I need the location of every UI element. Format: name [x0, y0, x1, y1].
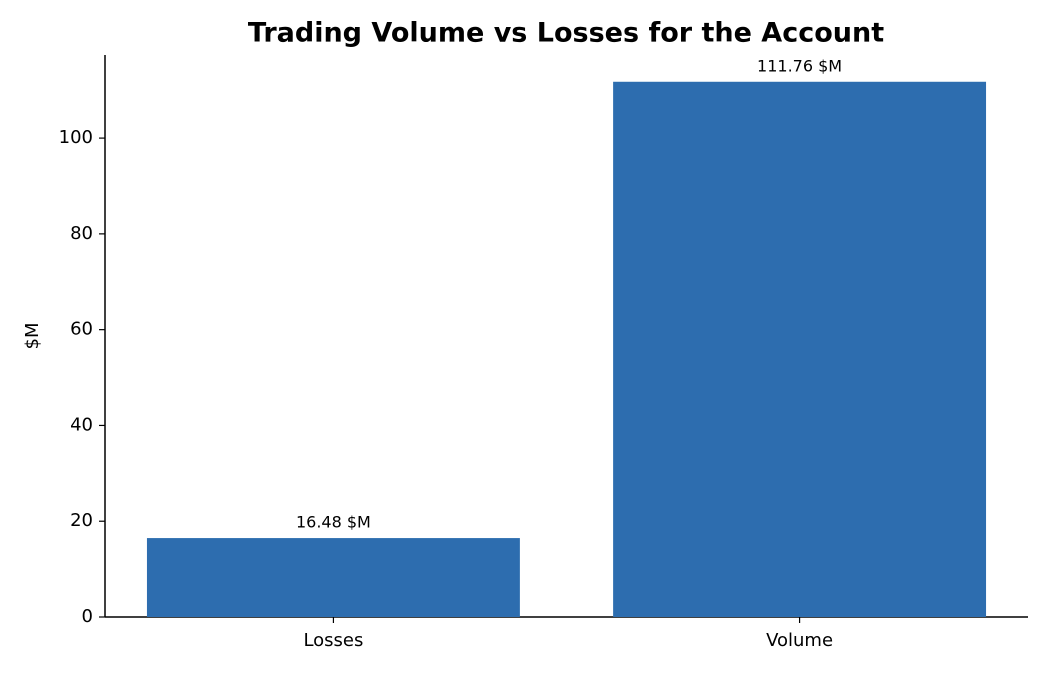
bar [613, 81, 987, 618]
y-tick-label: 0 [82, 606, 93, 627]
bar [146, 538, 520, 617]
value-label: 16.48 $M [296, 513, 371, 532]
y-tick-label: 80 [70, 223, 93, 244]
y-tick-label: 40 [70, 414, 93, 435]
x-tick-label: Volume [766, 630, 833, 651]
y-tick-label: 100 [59, 127, 93, 148]
y-axis-label: $M [22, 323, 43, 350]
value-label: 111.76 $M [757, 56, 842, 75]
y-tick-label: 20 [70, 510, 93, 531]
x-tick-label: Losses [303, 630, 363, 651]
y-tick-label: 60 [70, 319, 93, 340]
chart-title: Trading Volume vs Losses for the Account [248, 18, 884, 49]
